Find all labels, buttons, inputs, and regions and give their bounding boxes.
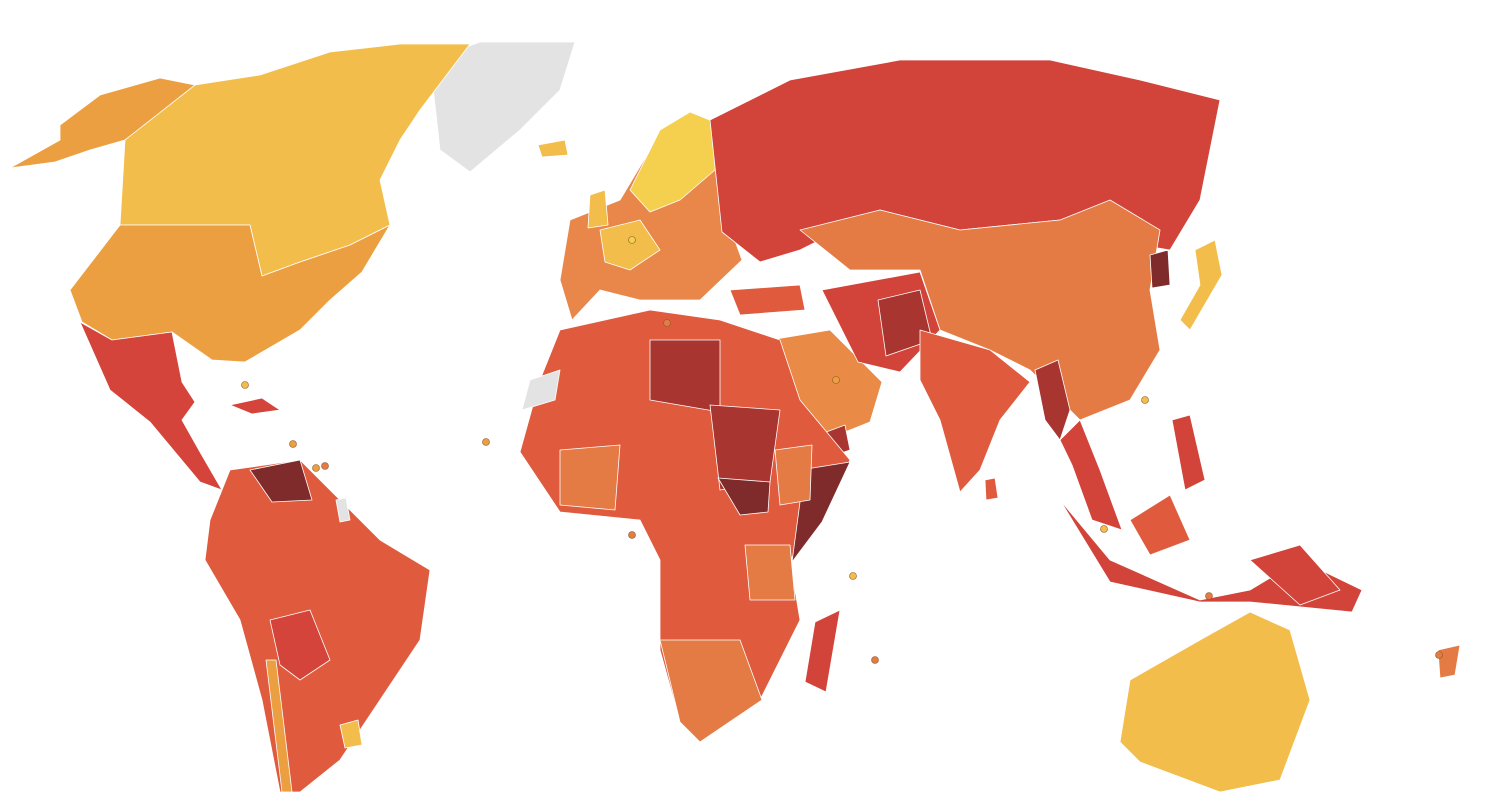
south-sudan: [717, 477, 771, 516]
korea: [1149, 249, 1171, 289]
uk: [587, 189, 609, 229]
tanzania: [744, 544, 796, 601]
mexico-central-america: [79, 321, 223, 491]
australia: [1119, 611, 1311, 793]
southern-africa: [659, 639, 763, 743]
small-country: [1205, 592, 1213, 600]
small-country: [849, 572, 857, 580]
turkey: [729, 284, 806, 316]
philippines: [1171, 414, 1206, 491]
small-country: [628, 236, 636, 244]
small-country: [1435, 651, 1443, 659]
small-country: [663, 319, 671, 327]
madagascar: [804, 609, 841, 693]
myanmar: [1034, 359, 1071, 441]
small-country: [482, 438, 490, 446]
bolivia: [269, 609, 331, 681]
new-zealand: [1437, 644, 1461, 679]
sri-lanka: [984, 477, 999, 501]
india: [919, 329, 1031, 493]
ethiopia: [774, 444, 813, 506]
caribbean: [229, 397, 281, 415]
sudan: [709, 404, 781, 491]
small-country: [832, 376, 840, 384]
iceland: [537, 139, 569, 158]
small-country: [289, 440, 297, 448]
papua: [1249, 544, 1341, 606]
west-africa: [559, 444, 621, 511]
guiana: [335, 497, 351, 523]
greenland: [429, 41, 576, 173]
western-europe: [599, 219, 661, 271]
south-america: [204, 459, 431, 793]
small-country: [321, 462, 329, 470]
chile: [265, 659, 293, 793]
venezuela: [249, 459, 313, 503]
libya: [649, 339, 721, 413]
small-country: [628, 531, 636, 539]
uruguay: [339, 719, 363, 749]
se-asia: [1059, 419, 1123, 531]
japan: [1179, 239, 1223, 331]
small-country: [871, 656, 879, 664]
borneo: [1129, 494, 1191, 556]
usa: [69, 224, 391, 363]
small-country: [1100, 525, 1108, 533]
small-country: [312, 464, 320, 472]
small-country: [241, 381, 249, 389]
western-sahara: [521, 369, 561, 411]
small-country: [1141, 396, 1149, 404]
